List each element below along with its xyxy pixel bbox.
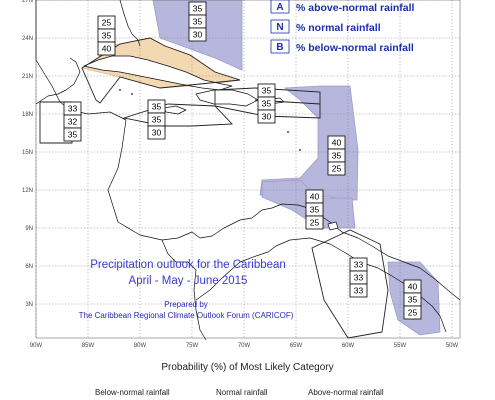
prob-box-bahamas: 35 35 30 [188, 1, 207, 42]
prob-below-lesser-antilles: 25 [332, 164, 342, 174]
prob-above-lesser-antilles: 40 [332, 138, 342, 148]
prob-below-french-guiana: 25 [408, 308, 418, 318]
prob-below-guyana-suriname: 33 [354, 286, 364, 296]
lat-tick-24n: 24N [22, 36, 33, 42]
prob-box-cuba: 25 35 40 [97, 15, 116, 56]
cuba-outline [83, 55, 233, 91]
prob-box-french-guiana: 40 35 25 [403, 279, 422, 320]
prob-normal-southern-caribbean: 35 [310, 205, 320, 215]
lon-tick-90w: 90W [30, 343, 43, 349]
lat-tick-18n: 18N [22, 112, 33, 118]
jamaica-outline [163, 105, 187, 115]
prob-above-cuba: 25 [102, 18, 112, 28]
prob-below-southern-caribbean: 25 [310, 218, 320, 228]
prob-normal-cuba: 35 [102, 31, 112, 41]
lat-tick-15n: 15N [22, 150, 33, 156]
panama-coast [161, 239, 207, 341]
lat-tick-12n: 12N [22, 188, 33, 194]
lon-tick-60w: 60W [342, 343, 355, 349]
prob-box-hispaniola: 35 35 30 [257, 83, 276, 124]
boundary-belize [39, 101, 73, 144]
prob-box-lesser-antilles: 40 35 25 [327, 135, 346, 176]
longitude-tick-labels: 90W 85W 80W 75W 70W 65W 60W 55W 50W [30, 343, 459, 349]
lat-tick-27n: 27N [22, 0, 33, 4]
legend: A % above-normal rainfall N % normal rai… [270, 0, 415, 54]
prob-normal-bahamas: 35 [193, 17, 203, 27]
lon-tick-70w: 70W [238, 343, 251, 349]
prob-below-belize: 35 [68, 130, 78, 140]
hispaniola-outline [195, 89, 259, 107]
prob-above-french-guiana: 40 [408, 282, 418, 292]
prob-below-bahamas: 30 [193, 30, 203, 40]
category-labels: Below-normal rainfall Normal rainfall Ab… [0, 388, 495, 400]
lon-tick-65w: 65W [290, 343, 303, 349]
forum-name: The Caribbean Regional Climate Outlook F… [79, 311, 294, 320]
legend-code-n: N [276, 22, 283, 33]
prob-above-jamaica: 35 [152, 102, 162, 112]
prob-above-bahamas: 35 [193, 4, 203, 14]
category-below-label: Below-normal rainfall [95, 388, 170, 397]
prepared-by: Prepared by [164, 300, 208, 309]
prob-normal-french-guiana: 35 [408, 295, 418, 305]
prob-normal-lesser-antilles: 35 [332, 151, 342, 161]
boundary-hispaniola [214, 87, 321, 119]
prob-above-guyana-suriname: 33 [354, 260, 364, 270]
coastlines [35, 0, 461, 341]
prob-normal-jamaica: 35 [152, 115, 162, 125]
prob-normal-belize: 32 [68, 117, 78, 127]
prob-below-cuba: 40 [102, 44, 112, 54]
region-boundaries [39, 37, 389, 339]
prob-above-southern-caribbean: 40 [310, 192, 320, 202]
central-america-coast [35, 0, 461, 301]
legend-label-above: % above-normal rainfall [296, 2, 415, 14]
prob-box-belize: 33 32 35 [63, 101, 82, 142]
probability-caption: Probability (%) of Most Likely Category [161, 362, 334, 373]
lon-tick-55w: 55W [394, 343, 407, 349]
map-period: April - May - June 2015 [129, 275, 248, 287]
prob-above-belize: 33 [68, 104, 78, 114]
prob-box-southern-caribbean: 40 35 25 [305, 189, 324, 230]
prob-normal-guyana-suriname: 33 [354, 273, 364, 283]
legend-label-below: % below-normal rainfall [296, 42, 414, 54]
trinidad-outline [327, 221, 339, 231]
prob-below-hispaniola: 30 [262, 112, 272, 122]
lat-tick-3n: 3N [25, 302, 33, 308]
legend-code-box-n [270, 19, 290, 34]
legend-code-box-b [270, 39, 290, 54]
yucatan-coast [35, 57, 81, 105]
latitude-tick-labels: 27N 24N 21N 18N 15N 12N 9N 6N 3N [22, 0, 33, 308]
category-above-label: Above-normal rainfall [308, 388, 384, 397]
lon-tick-50w: 50W [446, 343, 459, 349]
map-title: Precipitation outlook for the Caribbean [90, 259, 286, 271]
prob-above-hispaniola: 35 [262, 86, 272, 96]
prob-box-guyana-suriname: 33 33 33 [349, 257, 368, 298]
lat-tick-6n: 6N [25, 264, 33, 270]
boundary-guyana [311, 229, 389, 339]
legend-code-box-a [270, 0, 290, 14]
prob-normal-hispaniola: 35 [262, 99, 272, 109]
legend-code-a: A [276, 2, 283, 13]
prob-box-jamaica: 35 35 30 [147, 99, 166, 140]
lon-tick-85w: 85W [82, 343, 95, 349]
probability-boxes: 35 35 30 25 35 40 33 32 35 35 35 30 35 35 30 40 35 25 40 35… [63, 1, 422, 320]
boundary-cuba [81, 37, 241, 104]
prob-below-jamaica: 30 [152, 128, 162, 138]
lon-tick-75w: 75W [186, 343, 199, 349]
lat-tick-21n: 21N [22, 74, 33, 80]
florida-coast [119, 0, 141, 47]
lon-tick-80w: 80W [134, 343, 147, 349]
category-normal-label: Normal rainfall [216, 388, 268, 397]
legend-code-b: B [276, 42, 283, 53]
lat-tick-9n: 9N [25, 226, 33, 232]
legend-label-normal: % normal rainfall [296, 22, 381, 34]
